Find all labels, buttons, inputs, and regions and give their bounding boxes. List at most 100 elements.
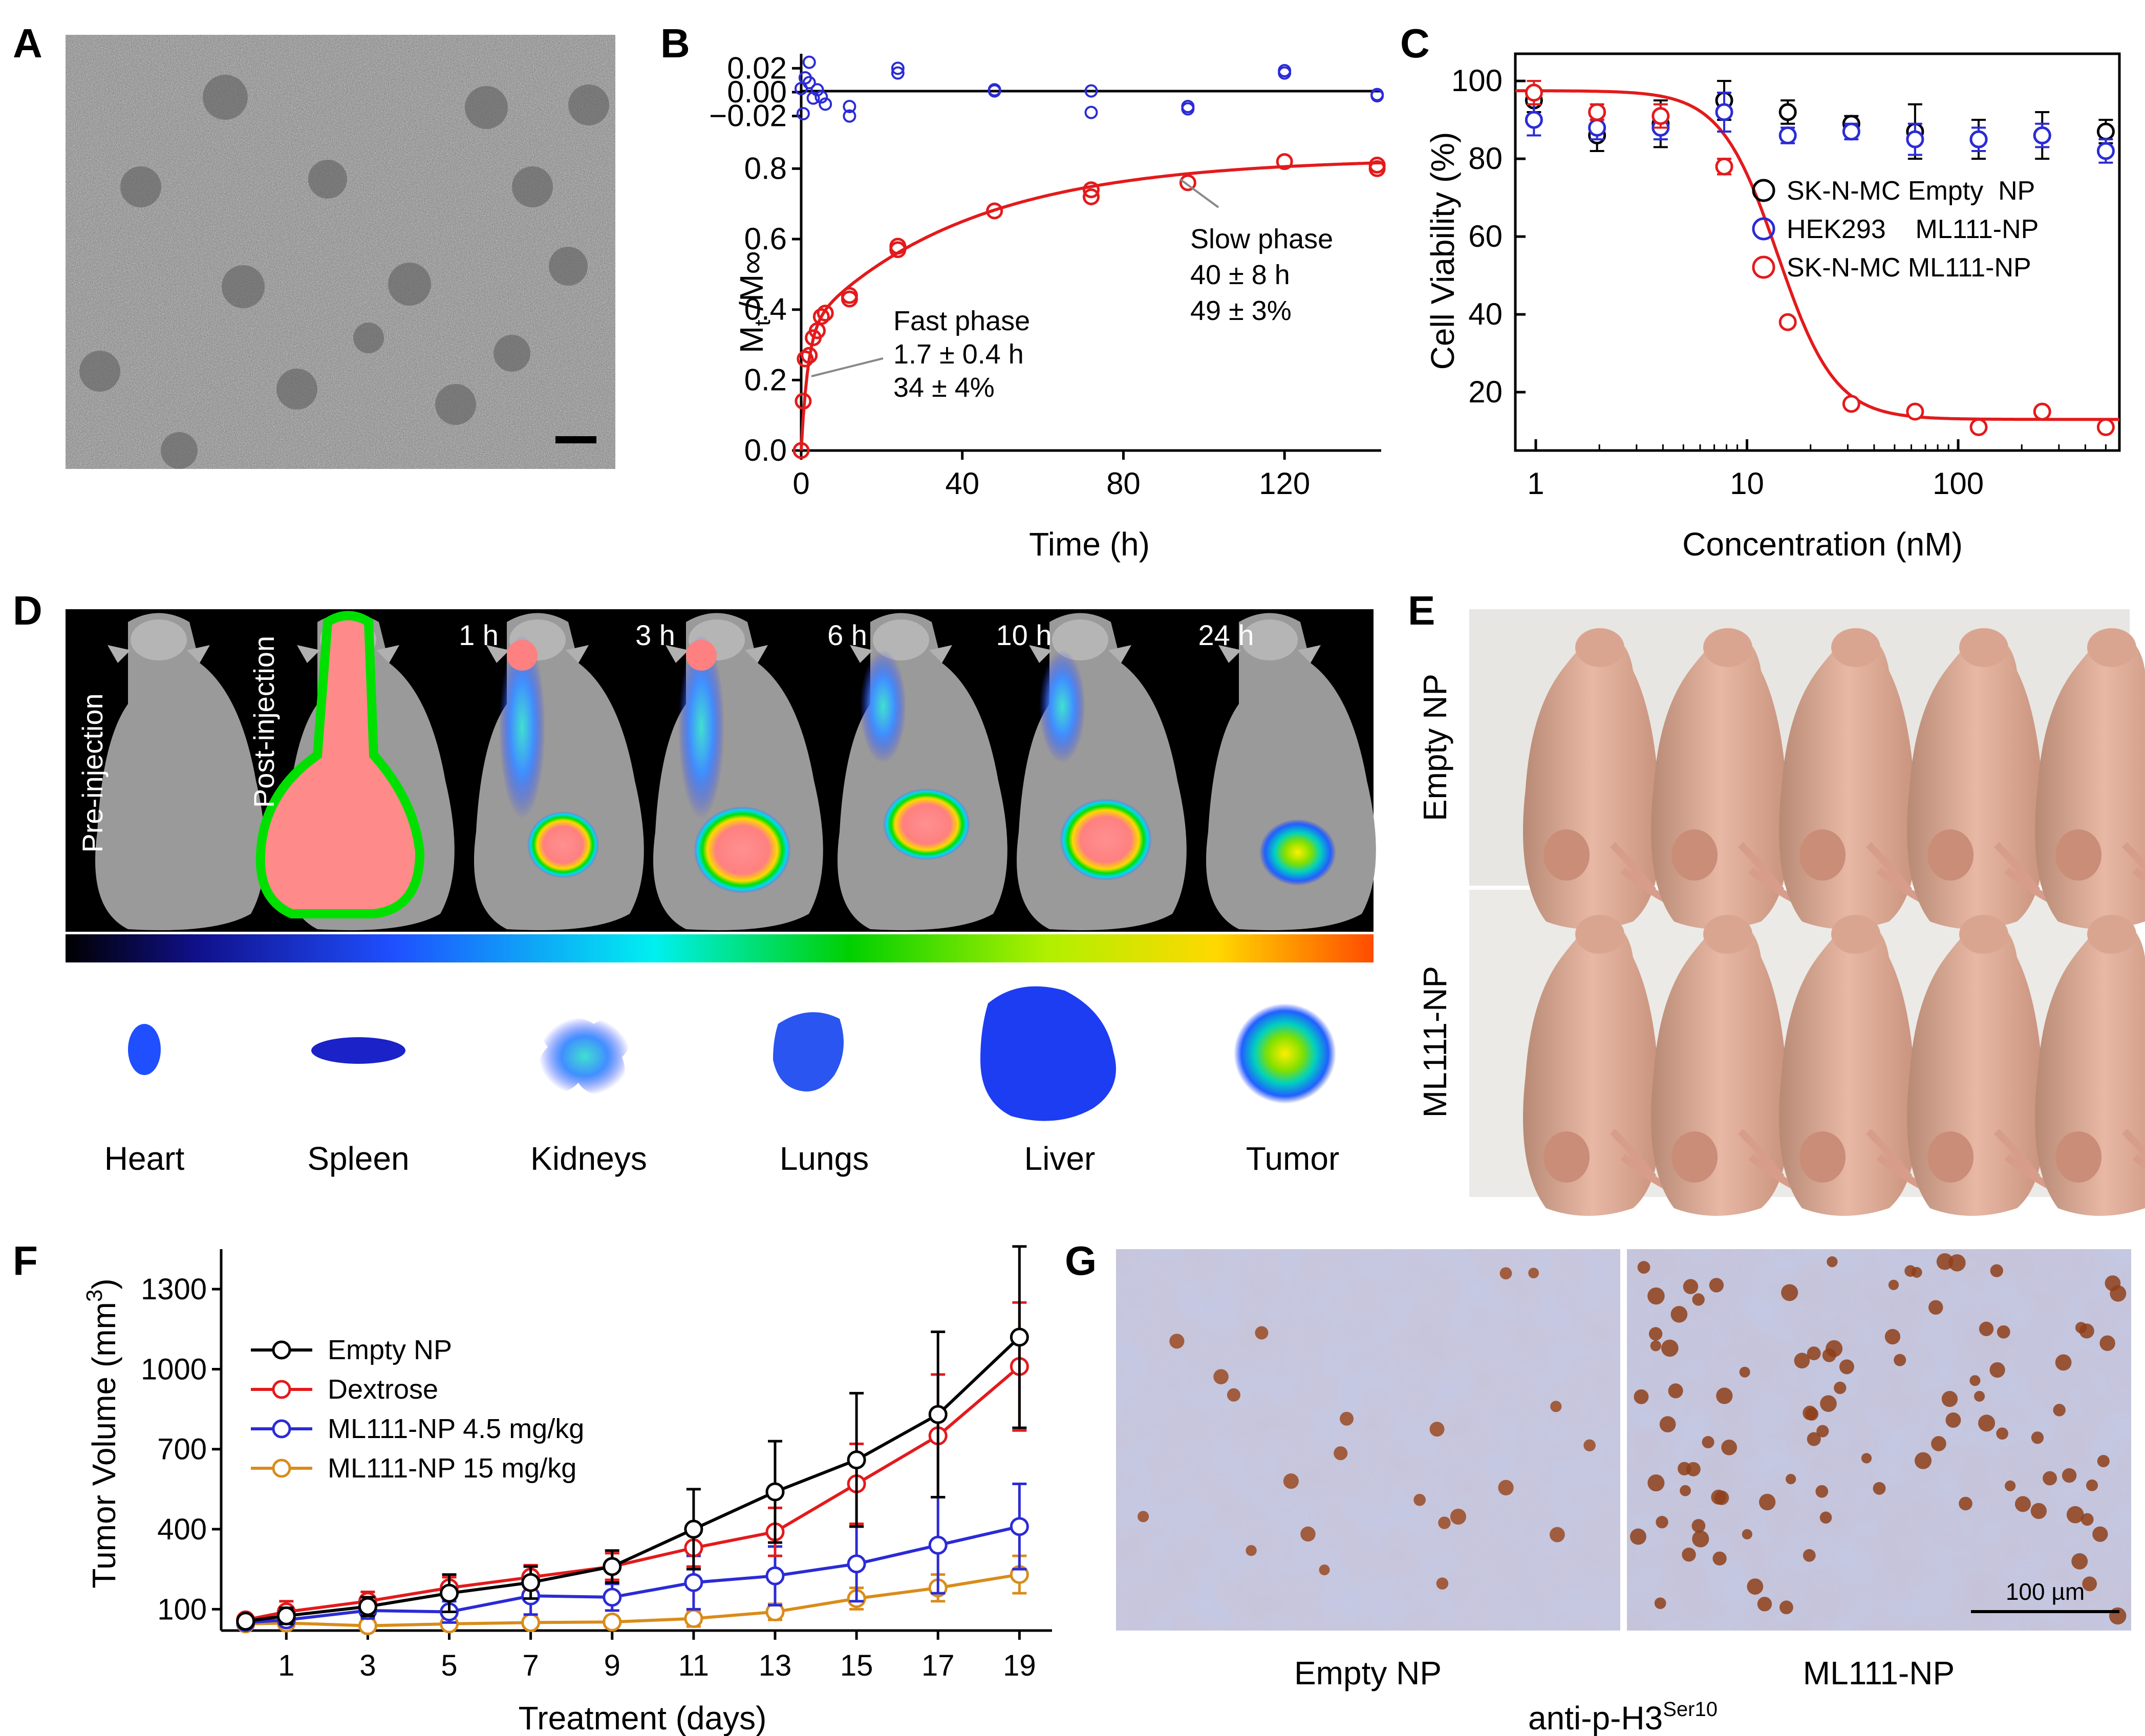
legend-label: HEK293 ML111-NP xyxy=(1787,215,2039,244)
data-point xyxy=(1842,395,1860,413)
stained-nucleus xyxy=(1979,1321,1994,1336)
data-point xyxy=(2033,126,2051,145)
mouse-head xyxy=(873,619,929,660)
mouse-ear xyxy=(666,645,768,663)
y-tick-label: 60 xyxy=(1468,219,1503,253)
x-tick-label: 10 xyxy=(1730,466,1764,501)
stained-nucleus xyxy=(1691,1519,1706,1533)
mouse-ear xyxy=(1029,645,1131,663)
y-tick-label: 100 xyxy=(1451,63,1503,98)
data-point xyxy=(2033,402,2051,421)
residual-point xyxy=(802,76,816,90)
stained-nucleus xyxy=(1779,1600,1793,1615)
stained-nucleus xyxy=(1990,1264,2003,1277)
slow-phase-title: Slow phase xyxy=(1190,224,1333,254)
data-point xyxy=(1179,174,1196,191)
legend-marker xyxy=(272,1459,291,1478)
stained-nucleus xyxy=(1757,1597,1772,1612)
legend-marker xyxy=(1752,179,1775,202)
stained-nucleus xyxy=(2092,1526,2108,1542)
data-point xyxy=(440,1583,459,1603)
panel-c-viability-chart: 1 10 100 20 40 60 80 100 Concentration (nM) Cel… xyxy=(1424,52,2121,563)
data-point xyxy=(1842,122,1860,141)
stained-nucleus xyxy=(1213,1369,1229,1385)
y-tick-label: 1000 xyxy=(141,1353,207,1386)
data-point xyxy=(889,238,907,255)
stained-nucleus xyxy=(2005,1480,2016,1491)
data-point xyxy=(792,442,810,459)
mouse-head xyxy=(1831,628,1880,667)
stained-nucleus xyxy=(1498,1480,1514,1496)
x-tick-label: 1 xyxy=(278,1649,294,1682)
data-point xyxy=(847,1450,866,1470)
stained-nucleus xyxy=(1822,1348,1836,1362)
stained-nucleus xyxy=(1583,1439,1596,1452)
residual-tick-label: 0.00 xyxy=(727,75,787,109)
data-point xyxy=(1969,130,1988,148)
stained-nucleus xyxy=(1647,1287,1665,1305)
stained-nucleus xyxy=(1692,1530,1709,1548)
x-tick-label: 40 xyxy=(945,466,979,501)
data-point xyxy=(928,1405,948,1424)
stained-nucleus xyxy=(2053,1404,2066,1417)
stained-nucleus xyxy=(1334,1446,1348,1461)
data-point xyxy=(1588,118,1606,137)
stained-nucleus xyxy=(1861,1453,1872,1464)
residual-point xyxy=(796,107,810,120)
legend-marker xyxy=(272,1419,291,1439)
x-tick-label: 13 xyxy=(759,1649,792,1682)
data-point xyxy=(986,202,1003,220)
x-tick-label: 120 xyxy=(1259,466,1310,501)
x-tick-label: 80 xyxy=(1106,466,1141,501)
legend-label: ML111-NP 4.5 mg/kg xyxy=(328,1413,584,1444)
stained-nucleus xyxy=(1803,1549,1816,1562)
stained-nucleus xyxy=(1959,1496,1972,1511)
stained-nucleus xyxy=(1650,1340,1661,1352)
signal-region xyxy=(860,650,906,763)
stained-nucleus xyxy=(1739,1366,1750,1378)
mouse-ear xyxy=(850,645,952,663)
stained-nucleus xyxy=(1873,1482,1886,1495)
image-label: Empty NP xyxy=(1294,1655,1442,1691)
residual-point xyxy=(819,97,832,111)
fit-curve xyxy=(1515,89,2119,421)
y-tick-label: 400 xyxy=(157,1513,207,1546)
y-tick-label: 100 xyxy=(157,1593,207,1626)
signal-region xyxy=(1039,650,1085,763)
data-point xyxy=(1368,157,1386,174)
data-point xyxy=(1778,103,1797,121)
signal-region xyxy=(507,640,538,671)
mouse-head xyxy=(1575,628,1624,667)
stained-nucleus xyxy=(2099,1335,2115,1351)
stained-nucleus xyxy=(1839,1359,1854,1375)
residual-point xyxy=(814,90,828,104)
organ-label: Heart xyxy=(104,1140,185,1177)
residual-point xyxy=(988,84,1001,98)
fast-phase-title: Fast phase xyxy=(893,306,1030,336)
data-point xyxy=(1083,188,1100,205)
residual-point xyxy=(891,66,905,80)
data-point xyxy=(1525,83,1543,102)
timepoint-label: Pre-injection xyxy=(76,693,109,852)
tumor-bump xyxy=(2055,1131,2101,1183)
signal-region xyxy=(499,635,545,819)
fast-phase-time: 1.7 ± 0.4 h xyxy=(893,339,1024,370)
data-point xyxy=(521,1613,541,1632)
stained-nucleus xyxy=(1819,1511,1832,1524)
y-tick-label: 0.2 xyxy=(744,362,787,397)
tumor-signal xyxy=(1060,799,1152,881)
stained-nucleus xyxy=(2062,1468,2077,1483)
data-point xyxy=(1906,402,1924,421)
liver-image xyxy=(980,986,1116,1121)
mouse-head xyxy=(1703,628,1752,667)
residual-point xyxy=(802,55,816,69)
tumor-bump xyxy=(2055,829,2101,881)
x-tick-label: 100 xyxy=(1933,466,1984,501)
tumor-signal xyxy=(1259,819,1336,886)
scale-bar-label: 100 µm xyxy=(2006,1578,2085,1605)
mouse-head xyxy=(1831,915,1880,954)
mouse-head xyxy=(131,619,187,660)
mouse-silhouette xyxy=(95,613,265,930)
